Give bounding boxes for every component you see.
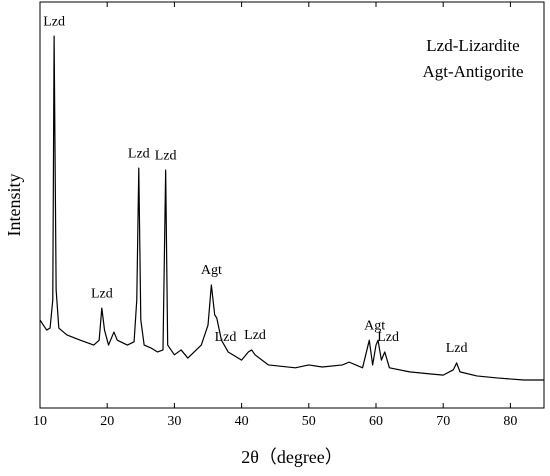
note-line: Lzd-Lizardite [426,36,519,55]
peak-label: Lzd [128,146,150,161]
note-line: Agt-Antigorite [422,62,523,81]
peak-label: Lzd [155,148,177,163]
peak-label: Lzd [43,14,65,29]
peak-label: Agt [364,318,385,333]
peak-label: Lzd [215,330,237,345]
x-tick-label: 40 [235,414,249,429]
x-tick-label: 60 [369,414,383,429]
x-tick-label: 30 [167,414,181,429]
peak-label: Lzd [446,341,468,356]
x-tick-label: 10 [33,414,47,429]
x-tick-label: 80 [503,414,517,429]
peak-label: Lzd [91,286,113,301]
peak-label: Lzd [377,330,399,345]
x-tick-label: 20 [100,414,114,429]
y-axis-label: Intensity [4,174,24,237]
plot-frame [39,1,545,409]
peak-label: Lzd [244,328,266,343]
peak-label: Agt [201,263,222,278]
x-tick-label: 50 [302,414,316,429]
x-tick-label: 70 [436,414,450,429]
xrd-line [39,35,544,381]
x-axis-label: 2θ（degree） [241,447,343,467]
